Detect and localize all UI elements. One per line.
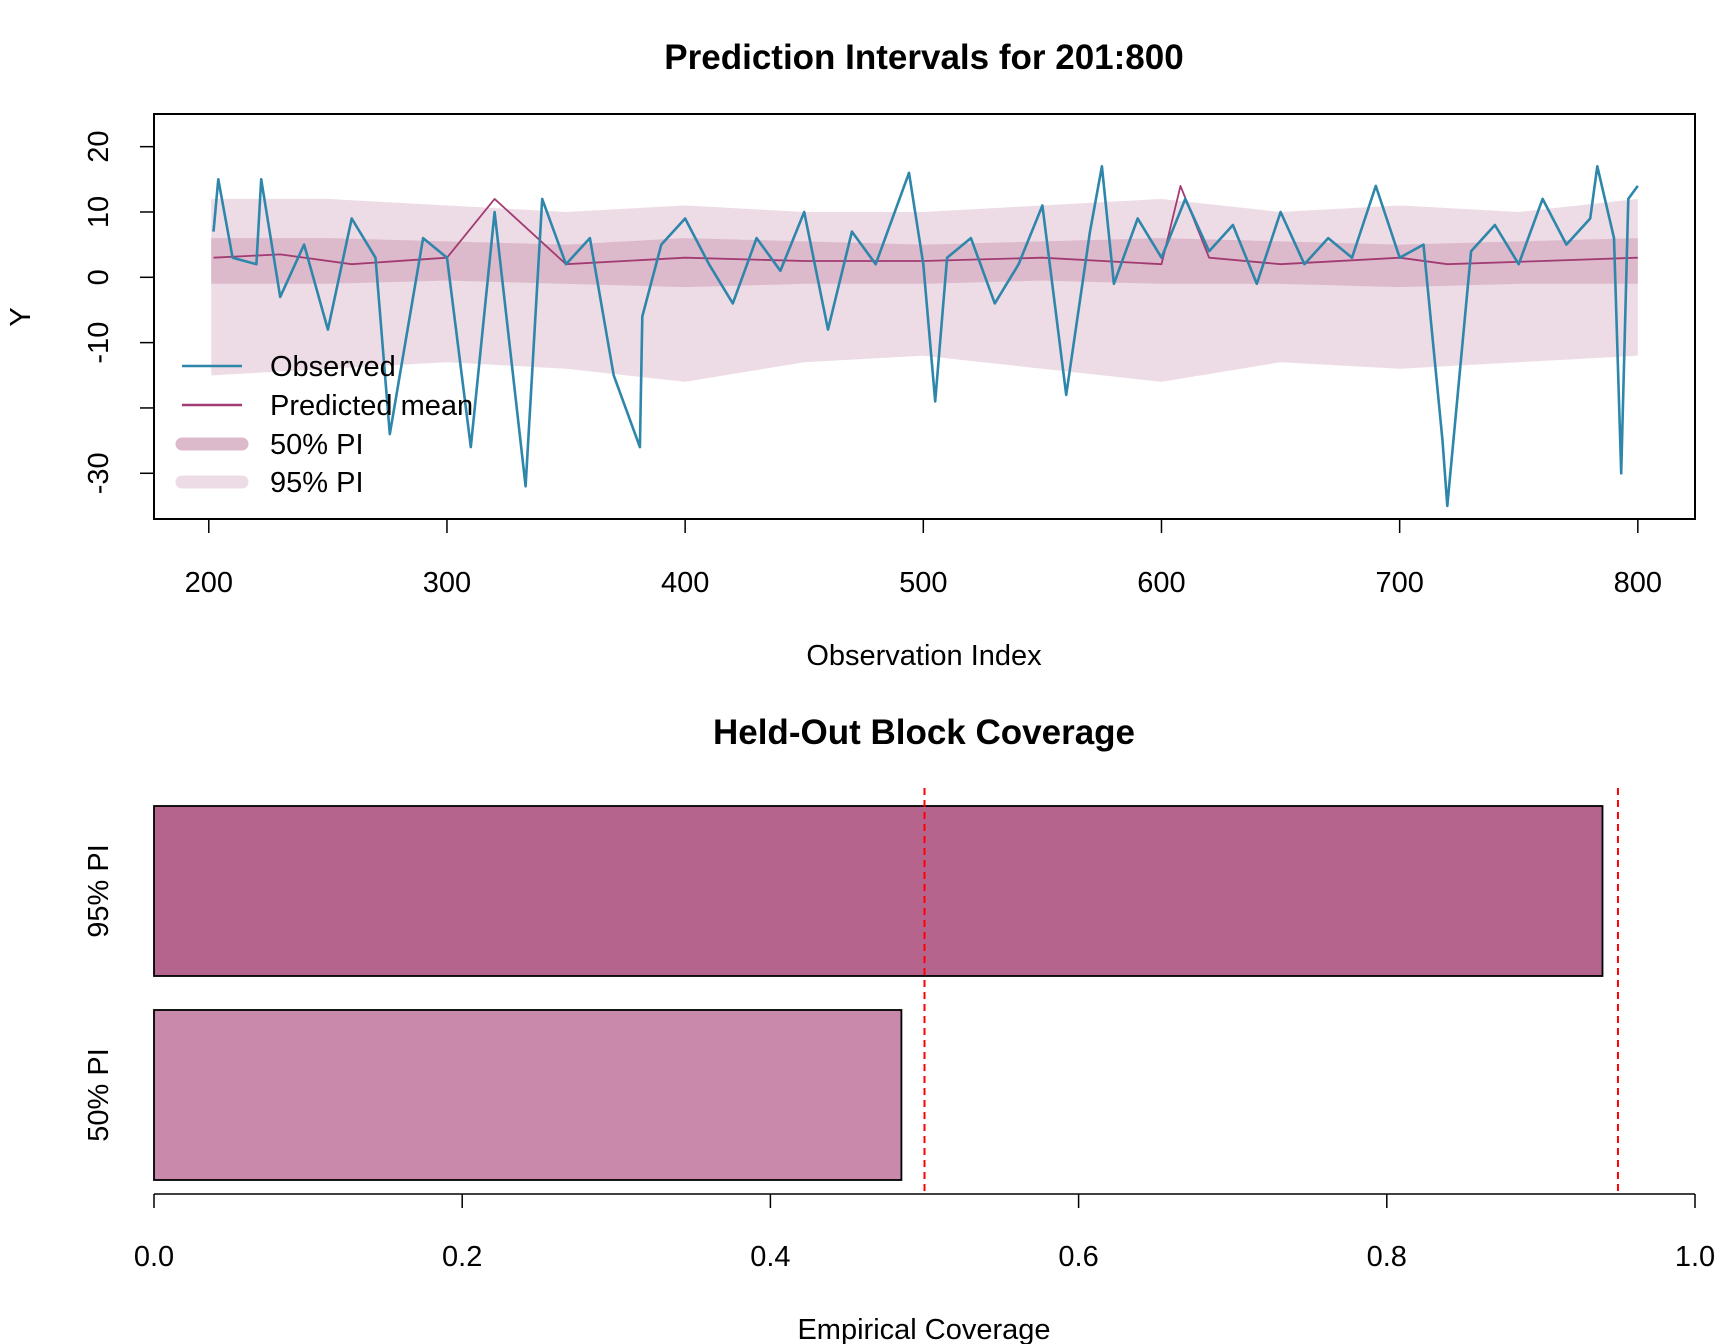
x-tick-label: 0.8 xyxy=(1367,1241,1407,1273)
y-tick-label: 0 xyxy=(83,269,115,285)
x-tick-label: 0.4 xyxy=(750,1241,790,1273)
y-axis-label: Y xyxy=(5,307,37,326)
legend-label: 50% PI xyxy=(270,429,364,461)
x-tick-label: 0.0 xyxy=(134,1241,174,1273)
category-label: 50% PI xyxy=(83,1048,115,1142)
x-tick-label: 0.2 xyxy=(442,1241,482,1273)
x-tick-label: 200 xyxy=(185,567,233,599)
coverage-panel: Held-Out Block Coverage 0.0 0.2 0.4 0.6 0.8 1… xyxy=(83,713,1715,1344)
x-tick-label: 400 xyxy=(661,567,709,599)
band-50-pi xyxy=(211,238,1638,288)
x-tick-label: 0.6 xyxy=(1058,1241,1098,1273)
category-labels: 95% PI 50% PI xyxy=(83,844,115,1142)
legend-label: 95% PI xyxy=(270,467,364,499)
category-label: 95% PI xyxy=(83,844,115,938)
bars xyxy=(153,805,1604,1181)
x-tick-label: 300 xyxy=(423,567,471,599)
reference-lines xyxy=(923,788,1619,1194)
y-tick-label: -10 xyxy=(83,322,115,364)
x-tick-label: 700 xyxy=(1375,567,1423,599)
y-tick-label: 20 xyxy=(83,131,115,163)
x-tick-label: 600 xyxy=(1137,567,1185,599)
series-lines xyxy=(212,165,1639,508)
chart-title: Held-Out Block Coverage xyxy=(713,713,1135,752)
y-tick-label: -30 xyxy=(83,452,115,494)
legend-label: Predicted mean xyxy=(270,390,473,422)
predicted-mean-line xyxy=(213,184,1638,266)
x-tick-label: 500 xyxy=(899,567,947,599)
x-axis-label: Empirical Coverage xyxy=(797,1314,1050,1344)
chart-title: Prediction Intervals for 201:800 xyxy=(664,38,1183,77)
x-axis-label: Observation Index xyxy=(806,640,1042,672)
prediction-intervals-panel: Prediction Intervals for 201:800 200 300 4… xyxy=(5,38,1696,672)
x-tick-label: 800 xyxy=(1614,567,1662,599)
x-axis: 200 300 400 500 600 700 800 xyxy=(185,518,1662,599)
y-axis: -30 -10 0 10 20 xyxy=(83,131,155,494)
bar xyxy=(153,1009,903,1181)
legend: Observed Predicted mean 50% PI 95% PI xyxy=(175,351,473,499)
x-axis: 0.0 0.2 0.4 0.6 0.8 1.0 xyxy=(134,1193,1715,1273)
observed-line xyxy=(212,165,1639,508)
y-tick-label: 10 xyxy=(83,196,115,228)
legend-label: Observed xyxy=(270,351,396,383)
bar xyxy=(153,805,1604,977)
x-tick-label: 1.0 xyxy=(1675,1241,1715,1273)
